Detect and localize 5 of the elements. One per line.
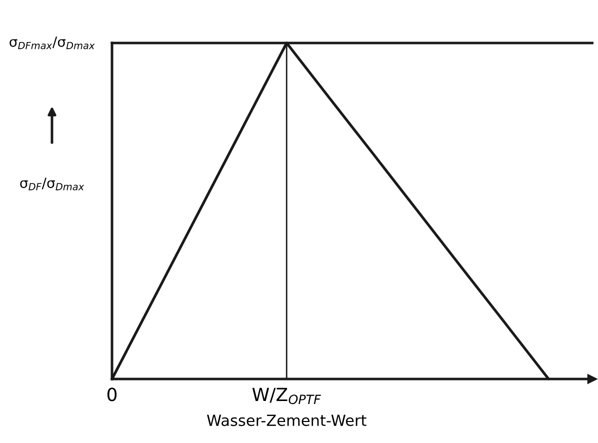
ref-line-label: σ$_{DFmax}$/σ$_{Dmax}$	[10, 36, 95, 50]
x-tick-label: W/Z$_{OPTF}$	[252, 388, 321, 404]
y-axis-title: σ$_{DF}$/σ$_{Dmax}$	[20, 178, 84, 190]
x-axis-title: Wasser-Zement-Wert	[207, 414, 366, 426]
x-tick-label: 0	[107, 388, 117, 402]
